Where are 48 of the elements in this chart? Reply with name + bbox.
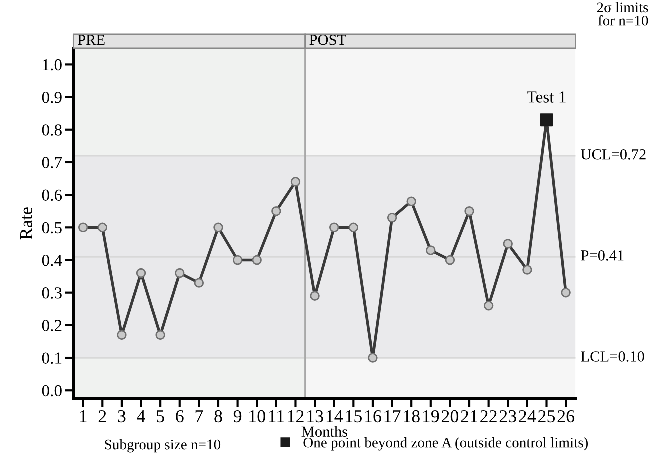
x-tick-label: 2 (98, 410, 106, 422)
y-tick-label: 0.7 (42, 157, 62, 168)
y-tick-label: 0.0 (42, 385, 62, 397)
x-tick-label: 12 (288, 410, 304, 422)
x-tick-label: 26 (558, 410, 575, 423)
x-tick-label: 17 (384, 410, 401, 422)
text: Subgroup size n=10 (105, 439, 221, 453)
x-tick-label: 23 (500, 410, 516, 423)
x-tick-label: 3 (118, 410, 126, 423)
x-axis-title: Months (302, 426, 348, 437)
ref-line-label: UCL=0.72 (581, 149, 646, 160)
x-tick-label: 8 (214, 410, 222, 423)
y-tick-label: 1.0 (43, 59, 62, 71)
x-tick-label: 14 (326, 410, 344, 422)
x-tick-label: 9 (234, 410, 242, 423)
y-axis-title: Rate (20, 208, 33, 240)
y-tick-label: 0.5 (42, 222, 62, 234)
y-tick-label: 0.1 (42, 352, 62, 364)
ref-line-label: LCL=0.10 (581, 352, 644, 362)
annotation: Test 1 (527, 92, 566, 103)
x-tick-label: 11 (269, 410, 284, 422)
y-tick-label: 0.9 (42, 92, 62, 104)
band-label: POST (310, 34, 346, 46)
y-tick-label: 0.2 (42, 320, 62, 332)
band-label: PRE (78, 35, 105, 46)
x-tick-label: 4 (137, 410, 146, 422)
ref-line-label: P=0.41 (581, 250, 624, 261)
x-tick-label: 20 (442, 410, 459, 423)
x-tick-label: 19 (423, 410, 440, 423)
y-tick-label: 0.4 (42, 254, 62, 266)
x-tick-label: 13 (308, 410, 324, 423)
y-tick-label: 0.8 (42, 124, 62, 136)
x-tick-label: 15 (346, 410, 362, 423)
x-tick-label: 18 (404, 410, 420, 423)
text: 2σ limits for n=10 (597, 2, 648, 26)
x-tick-label: 24 (519, 410, 536, 422)
y-tick-label: 0.3 (42, 288, 62, 299)
x-tick-label: 5 (157, 410, 164, 423)
x-tick-label: 22 (480, 410, 497, 422)
x-tick-label: 1 (80, 410, 87, 422)
x-tick-label: 7 (196, 410, 204, 422)
legend-label: One point beyond zone A (outside control limits) (304, 438, 588, 451)
x-tick-label: 21 (461, 410, 478, 422)
x-tick-label: 16 (366, 410, 382, 423)
y-tick-label: 0.6 (42, 190, 62, 202)
x-tick-label: 25 (538, 410, 556, 423)
x-tick-label: 10 (250, 410, 266, 423)
x-tick-label: 6 (176, 410, 184, 423)
